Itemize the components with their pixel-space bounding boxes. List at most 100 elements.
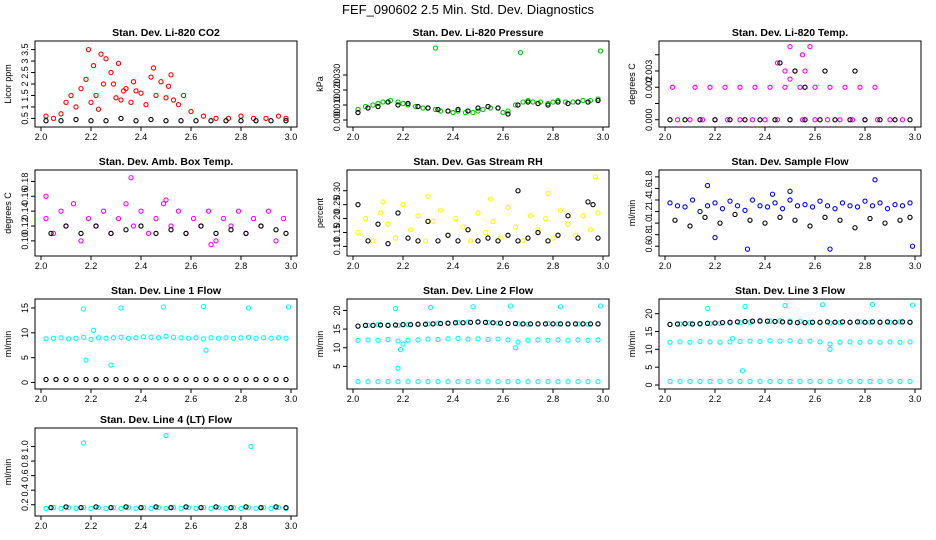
data-point [774, 117, 781, 123]
x-tick-label: 2.6 [185, 132, 198, 142]
data-point [235, 208, 242, 214]
data-point [704, 320, 711, 326]
data-point [555, 321, 561, 327]
data-point [812, 84, 818, 90]
data-point [757, 378, 763, 385]
data-point [385, 240, 391, 247]
data-point [400, 100, 406, 107]
data-point [794, 203, 801, 209]
data-point [899, 117, 906, 123]
x-tick-label: 2.4 [135, 394, 148, 404]
data-point [113, 376, 119, 383]
data-point [385, 336, 391, 343]
data-point [80, 306, 87, 312]
series-secondary [355, 97, 601, 117]
data-point [535, 378, 541, 385]
x-tick-label: 2.6 [497, 394, 510, 404]
data-point [697, 338, 703, 345]
data-point [787, 338, 793, 344]
data-point [163, 197, 169, 203]
y-tick-label: 5 [644, 365, 654, 370]
data-point [223, 118, 229, 124]
data-point [425, 378, 431, 385]
data-point [78, 230, 84, 237]
data-point [362, 322, 369, 329]
data-point [525, 337, 531, 343]
data-point [273, 238, 279, 244]
data-point [355, 201, 361, 208]
data-point [460, 320, 466, 326]
data-point [103, 56, 109, 62]
data-point [867, 215, 873, 222]
data-point [163, 505, 169, 512]
series-secondary [672, 211, 913, 231]
data-point [435, 378, 441, 385]
data-point [73, 104, 79, 110]
data-point [415, 321, 421, 327]
data-point [550, 321, 556, 327]
data-point [505, 378, 511, 385]
data-point [767, 338, 773, 344]
data-point [857, 378, 863, 385]
data-point [263, 115, 269, 122]
data-point [482, 229, 489, 236]
data-point [897, 339, 903, 345]
data-point [575, 337, 581, 343]
series-primary [43, 432, 289, 512]
y-axis-label: degrees C [627, 63, 637, 105]
data-point [100, 81, 107, 87]
data-point [163, 118, 169, 124]
data-point [213, 238, 219, 244]
data-point [467, 319, 474, 326]
data-point [475, 210, 481, 216]
data-point [787, 43, 793, 50]
y-tick-label: 1.5 [20, 89, 30, 102]
data-point [777, 60, 783, 66]
data-point [118, 505, 124, 512]
data-point [677, 378, 683, 385]
data-point [265, 208, 272, 214]
series-primary [355, 303, 604, 385]
data-point [405, 337, 411, 343]
data-point [395, 99, 401, 105]
data-point [128, 175, 134, 181]
x-tick-label: 2.2 [397, 261, 410, 271]
data-point [787, 117, 793, 123]
data-point [877, 200, 883, 206]
data-point [907, 378, 913, 385]
data-point [747, 319, 753, 325]
x-tick-label: 2.2 [85, 132, 98, 142]
data-point [869, 301, 876, 308]
data-point [887, 339, 893, 345]
data-point [118, 97, 124, 103]
data-point [837, 217, 843, 223]
data-point [405, 378, 411, 385]
data-point [817, 319, 823, 325]
data-point [183, 230, 189, 237]
data-point [445, 320, 451, 326]
data-point [590, 201, 596, 208]
data-point [83, 76, 89, 83]
data-point [138, 90, 144, 96]
data-point [377, 322, 384, 328]
data-point [163, 432, 169, 439]
data-point [183, 504, 189, 510]
y-axis-label: degrees C [3, 192, 13, 234]
data-point [802, 319, 808, 326]
data-point [505, 204, 511, 211]
data-point [892, 319, 898, 325]
x-tick-label: 3.0 [597, 261, 610, 271]
data-point [133, 505, 139, 512]
data-point [125, 335, 132, 341]
data-point [515, 321, 521, 327]
data-point [692, 84, 698, 90]
data-point [178, 335, 184, 341]
data-point [118, 305, 124, 311]
chart-title: Stan. Dev. Line 1 Flow [111, 285, 222, 297]
data-point [395, 102, 401, 108]
data-point [542, 215, 549, 222]
data-point [133, 376, 139, 383]
x-tick-label: 2.8 [859, 132, 872, 142]
x-tick-label: 2.0 [347, 394, 360, 404]
data-point [527, 321, 534, 327]
